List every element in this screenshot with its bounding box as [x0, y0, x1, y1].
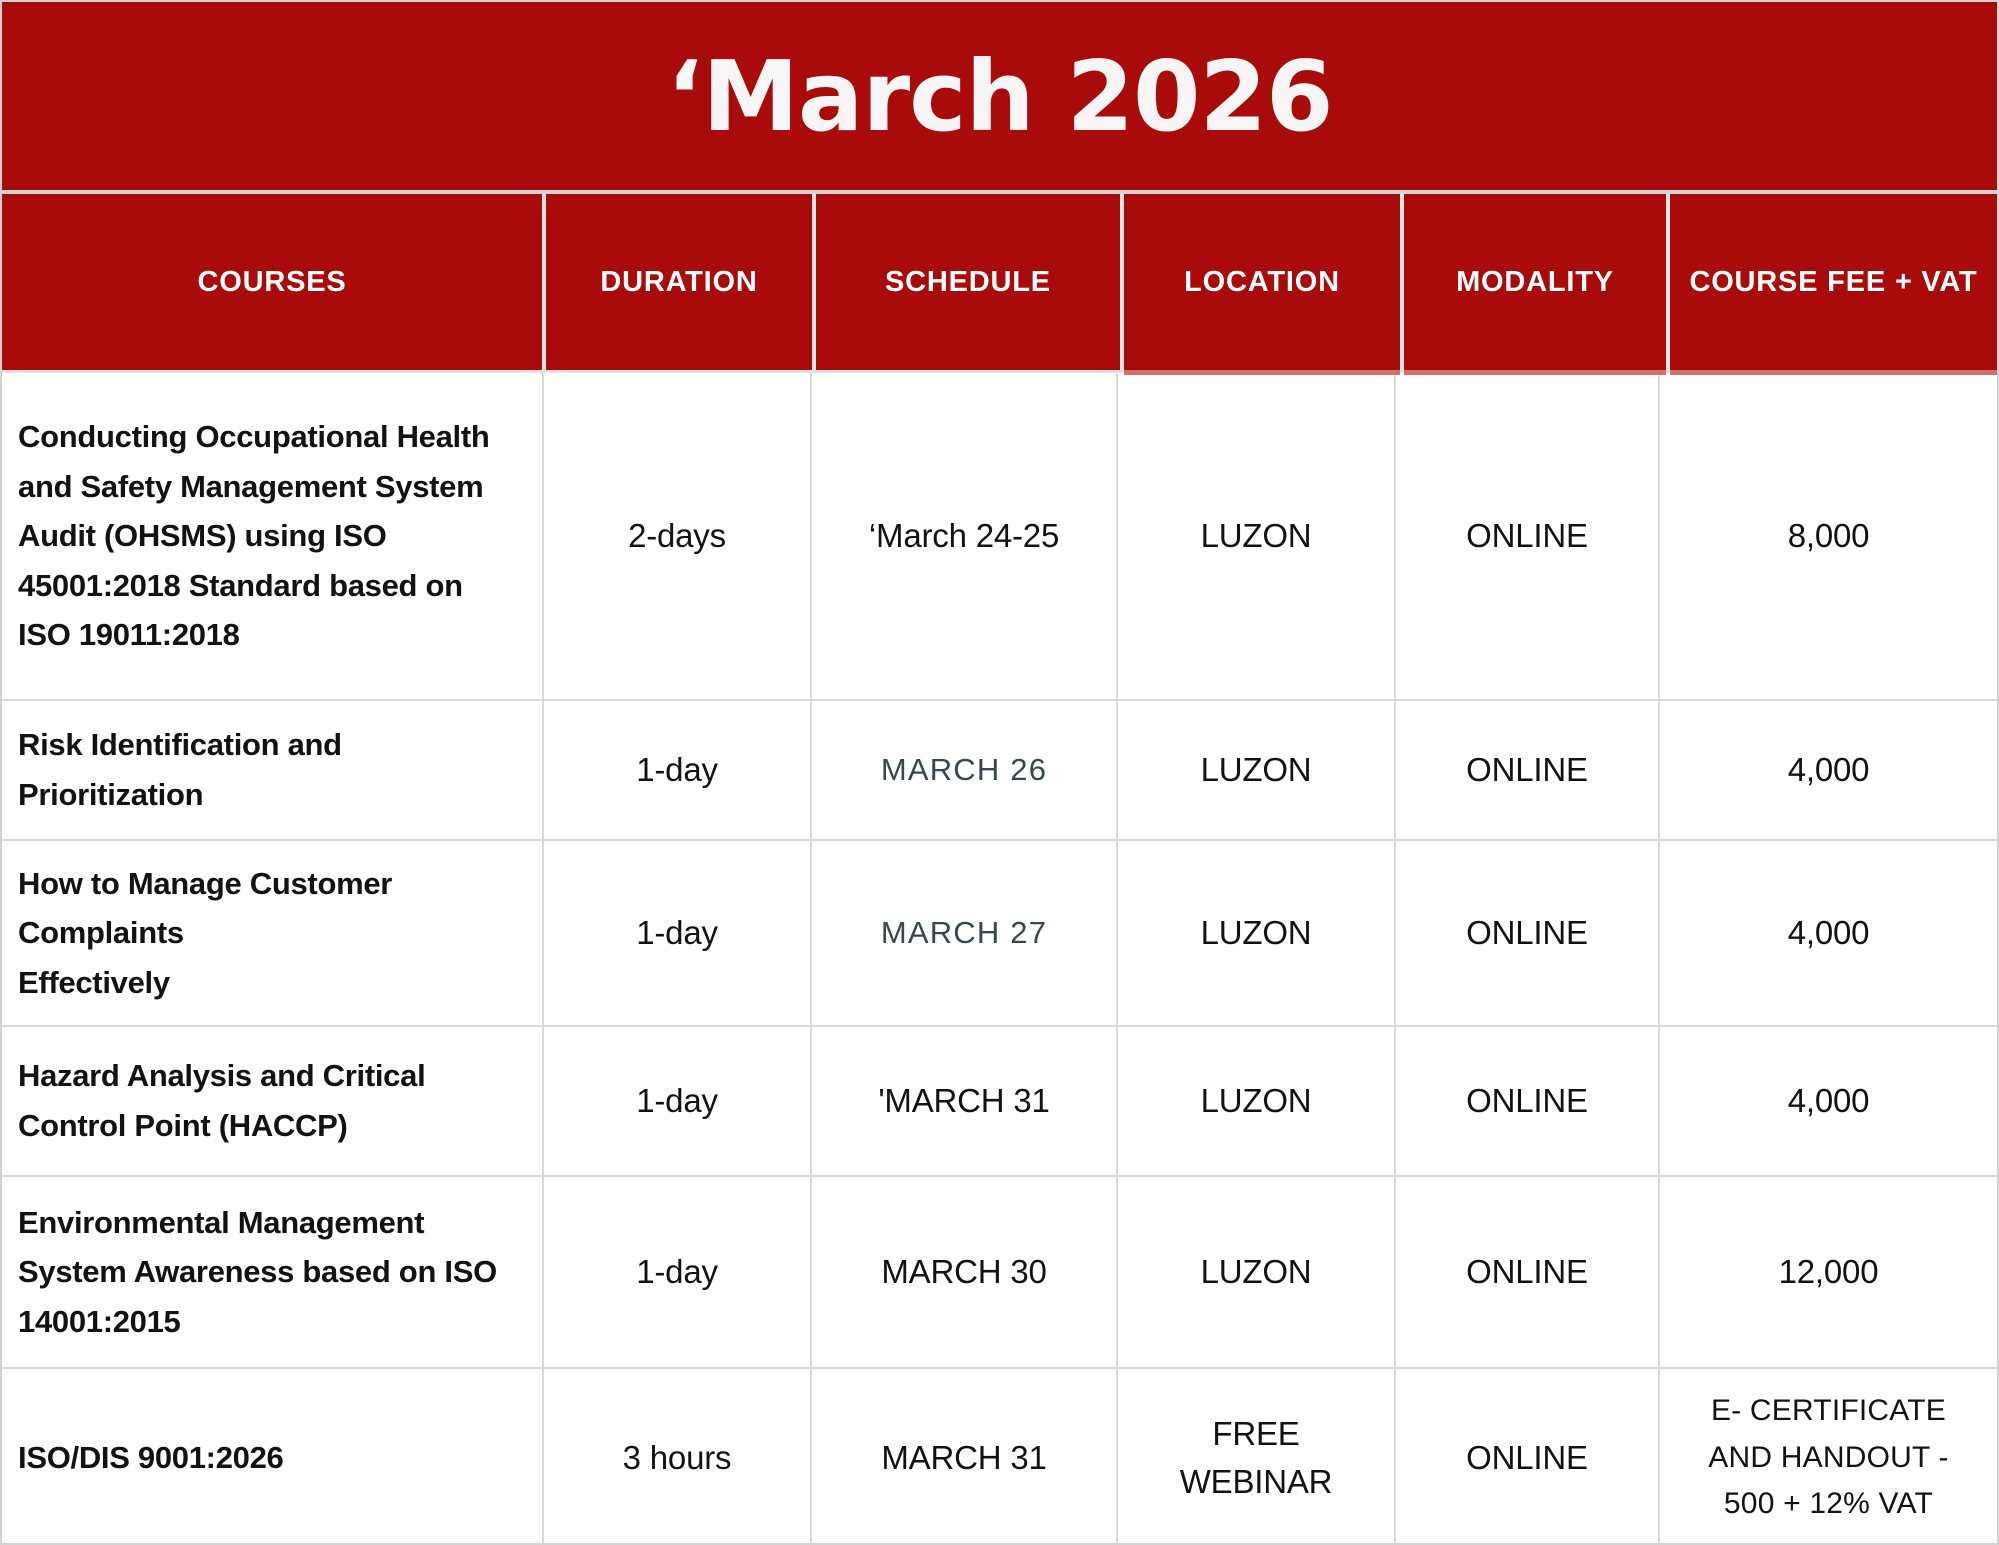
fee-cell: 8,000	[1660, 373, 1997, 699]
column-header-fee: COURSE FEE + VAT	[1670, 194, 1997, 375]
fee-cell: 4,000	[1660, 1027, 1997, 1175]
duration-cell: 1-day	[544, 841, 810, 1025]
duration-cell: 1-day	[544, 1027, 810, 1175]
modality-cell: ONLINE	[1396, 373, 1658, 699]
modality-cell: ONLINE	[1396, 701, 1658, 839]
location-cell: LUZON	[1118, 1177, 1394, 1367]
location-cell: LUZON	[1118, 1027, 1394, 1175]
fee-cell: 4,000	[1660, 701, 1997, 839]
fee-cell: E- CERTIFICATE AND HANDOUT - 500 + 12% V…	[1660, 1369, 1997, 1543]
duration-cell: 3 hours	[544, 1369, 810, 1543]
schedule-cell: MARCH 31	[812, 1369, 1116, 1543]
course-cell: Environmental Management System Awarenes…	[2, 1177, 542, 1367]
column-header-location: LOCATION	[1124, 194, 1400, 375]
course-cell: ISO/DIS 9001:2026	[2, 1369, 542, 1543]
course-cell: Hazard Analysis and Critical Control Poi…	[2, 1027, 542, 1175]
schedule-cell: 'MARCH 31	[812, 1027, 1116, 1175]
duration-cell: 1-day	[544, 1177, 810, 1367]
column-header-modality: MODALITY	[1404, 194, 1666, 375]
column-header-schedule: SCHEDULE	[816, 194, 1120, 370]
modality-cell: ONLINE	[1396, 1177, 1658, 1367]
title-band: ‘March 2026	[2, 2, 1997, 194]
location-cell: LUZON	[1118, 701, 1394, 839]
duration-cell: 1-day	[544, 701, 810, 839]
modality-cell: ONLINE	[1396, 1027, 1658, 1175]
page-title: ‘March 2026	[666, 39, 1334, 153]
schedule-cell: MARCH 27	[812, 841, 1116, 1025]
schedule-cell: MARCH 26	[812, 701, 1116, 839]
schedule-cell: ‘March 24-25	[812, 373, 1116, 699]
duration-cell: 2-days	[544, 373, 810, 699]
course-cell: How to Manage Customer Complaints Effect…	[2, 841, 542, 1025]
table-header-row: COURSES DURATION SCHEDULE LOCATION MODAL…	[2, 194, 1997, 375]
fee-cell: 12,000	[1660, 1177, 1997, 1367]
course-cell: Conducting Occupational Health and Safet…	[2, 373, 542, 699]
column-header-courses: COURSES	[2, 194, 542, 370]
column-header-duration: DURATION	[546, 194, 812, 370]
modality-cell: ONLINE	[1396, 841, 1658, 1025]
modality-cell: ONLINE	[1396, 1369, 1658, 1543]
schedule-cell: MARCH 30	[812, 1177, 1116, 1367]
course-table: Conducting Occupational Health and Safet…	[2, 370, 1997, 1543]
course-cell: Risk Identification and Prioritization	[2, 701, 542, 839]
location-cell: FREE WEBINAR	[1118, 1369, 1394, 1543]
fee-cell: 4,000	[1660, 841, 1997, 1025]
location-cell: LUZON	[1118, 841, 1394, 1025]
location-cell: LUZON	[1118, 373, 1394, 699]
